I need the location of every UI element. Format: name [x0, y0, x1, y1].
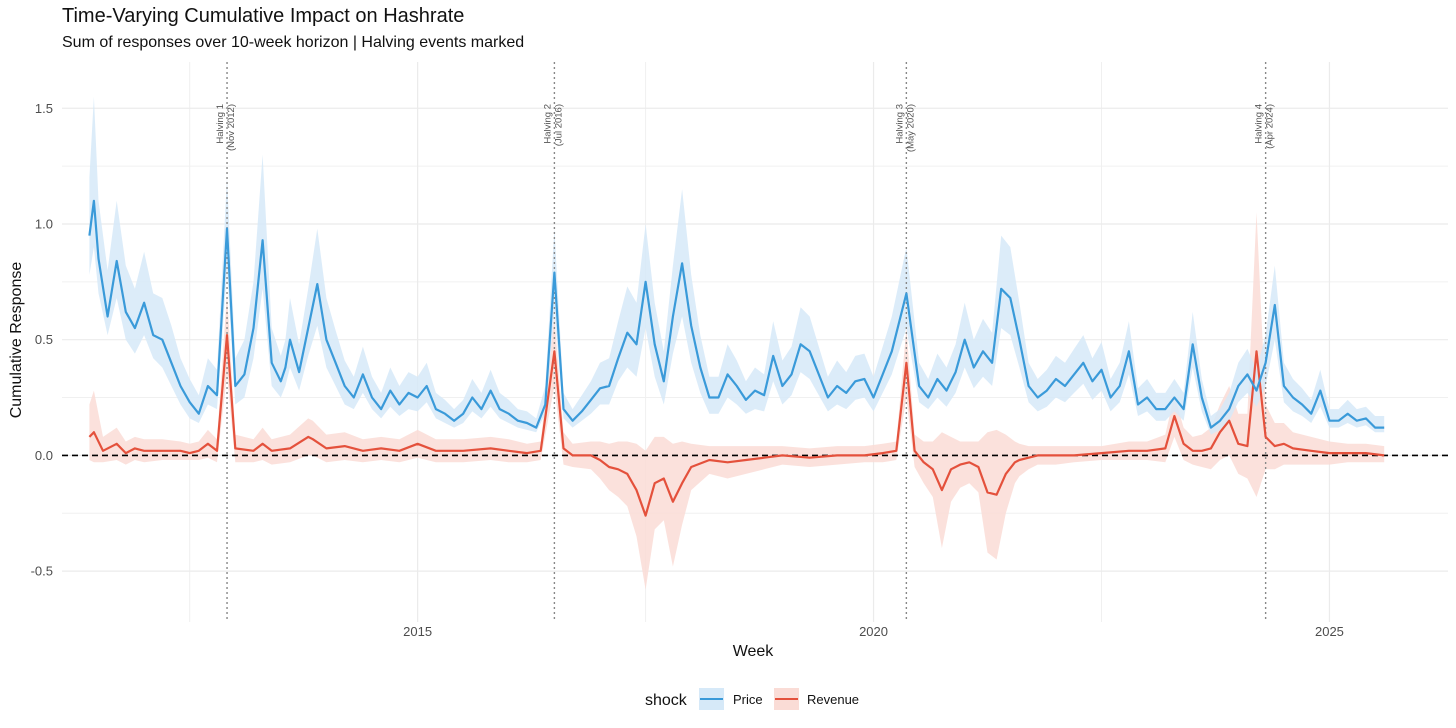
- legend-title: shock: [645, 692, 688, 709]
- x-axis-title: Week: [733, 643, 775, 660]
- legend: shock Price Revenue: [645, 688, 859, 710]
- y-axis-title: Cumulative Response: [8, 262, 25, 419]
- x-tick-label: 2020: [859, 624, 888, 639]
- y-tick-label: -0.5: [31, 564, 53, 579]
- halving-date-1: (Nov 2012): [226, 104, 237, 151]
- series-lines: [88, 199, 1385, 517]
- series-line-revenue: [88, 334, 1385, 517]
- x-tick-label: 2015: [403, 624, 432, 639]
- band-price: [89, 96, 1385, 435]
- chart-subtitle: Sum of responses over 10-week horizon | …: [62, 34, 525, 51]
- legend-label-price: Price: [733, 692, 763, 707]
- y-axis-ticks: -0.5 0.0 0.5 1.0 1.5: [31, 101, 53, 579]
- chart-title: Time-Varying Cumulative Impact on Hashra…: [62, 5, 465, 27]
- series-line-price: [88, 199, 1385, 429]
- halving-date-4: (Apr 2024): [1265, 104, 1276, 149]
- halving-markers: Halving 1 (Nov 2012) Halving 2 (Jul 2016) Ha…: [215, 62, 1276, 622]
- halving-label-3: Halving 3: [894, 104, 905, 144]
- legend-label-revenue: Revenue: [807, 692, 859, 707]
- halving-label-2: Halving 2: [542, 104, 553, 144]
- y-tick-label: 1.5: [35, 101, 53, 116]
- x-axis-ticks: 2015 2020 2025: [403, 624, 1344, 639]
- halving-label-4: Halving 4: [1254, 104, 1265, 144]
- y-tick-label: 1.0: [35, 216, 53, 231]
- confidence-bands: [89, 96, 1385, 590]
- y-tick-label: 0.5: [35, 332, 53, 347]
- y-tick-label: 0.0: [35, 448, 53, 463]
- halving-date-3: (May 2020): [905, 104, 916, 152]
- halving-date-2: (Jul 2016): [553, 104, 564, 146]
- x-tick-label: 2025: [1315, 624, 1344, 639]
- halving-label-1: Halving 1: [215, 104, 226, 144]
